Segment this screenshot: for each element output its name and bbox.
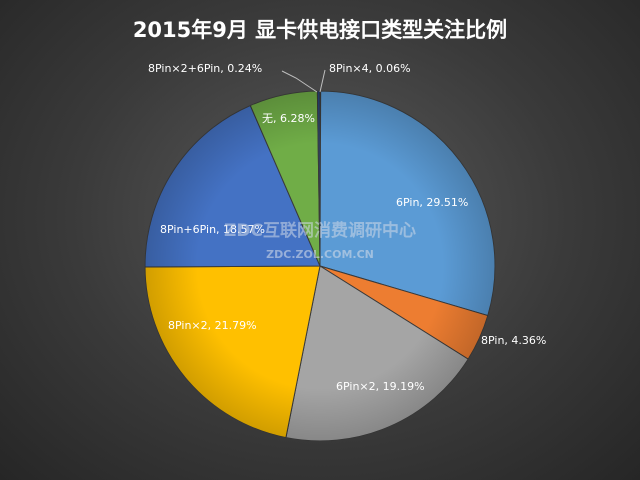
watermark: ZDC互联网消费调研中心 ZDC.ZOL.COM.CN bbox=[224, 220, 416, 261]
slice-label-2: 8Pin, 4.36% bbox=[481, 334, 546, 347]
watermark-sub: ZDC.ZOL.COM.CN bbox=[266, 248, 374, 261]
slice-label-3: 6Pin×2, 19.19% bbox=[336, 380, 425, 393]
slice-label-4: 8Pin×2, 21.79% bbox=[168, 319, 257, 332]
leader-line-7 bbox=[281, 70, 318, 93]
chart-title: 2015年9月 显卡供电接口类型关注比例 bbox=[132, 18, 508, 42]
slice-label-0: 8Pin×4, 0.06% bbox=[329, 62, 411, 75]
slice-label-7: 8Pin×2+6Pin, 0.24% bbox=[148, 62, 262, 75]
slice-label-5: 8Pin+6Pin, 18.57% bbox=[160, 223, 265, 236]
leader-line-0 bbox=[319, 69, 326, 93]
slice-label-1: 6Pin, 29.51% bbox=[396, 196, 468, 209]
watermark-main: ZDC互联网消费调研中心 bbox=[224, 220, 416, 241]
slice-label-6: 无, 6.28% bbox=[262, 112, 315, 125]
